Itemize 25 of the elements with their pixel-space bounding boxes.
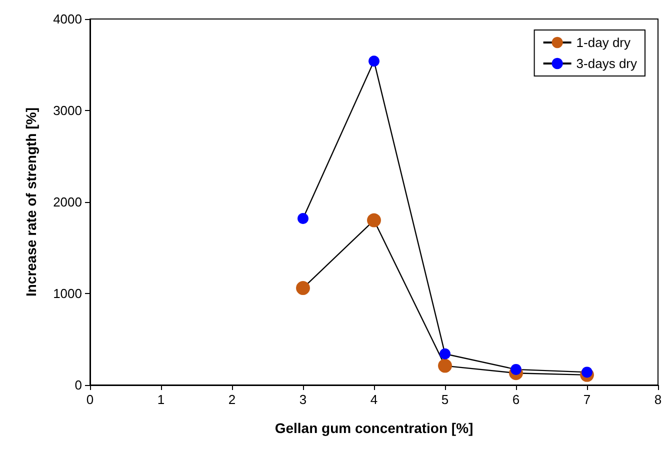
point: [440, 348, 450, 360]
y-tick-label: 4000: [53, 12, 82, 26]
point: [367, 213, 381, 228]
x-tick-label: 7: [583, 392, 591, 407]
y-tick-label: 0: [74, 378, 82, 392]
point: [298, 212, 308, 224]
legend-label: 1-day dry: [576, 35, 631, 50]
point: [368, 56, 380, 67]
y-tick-label: 3000: [53, 103, 82, 118]
legend-label: 3-days dry: [576, 56, 638, 71]
point: [296, 281, 310, 296]
x-tick-label: 3: [299, 392, 307, 407]
x-tick-label: 8: [654, 392, 662, 407]
x-tick-label: 5: [441, 392, 449, 407]
y-tick-label: 1000: [53, 286, 82, 301]
point: [582, 366, 592, 378]
x-axis-title: Gellan gum concentration [%]: [274, 420, 474, 436]
y-axis-title: Increase rate of strength [%]: [23, 107, 39, 297]
point: [438, 358, 452, 373]
x-tick-label: 1: [157, 392, 165, 407]
y-tick-label: 2000: [53, 194, 82, 210]
x-tick-label: 0: [86, 392, 94, 407]
x-tick-label: 6: [512, 392, 520, 407]
x-tick-label: 4: [370, 392, 378, 407]
x-tick-label: 2: [228, 392, 236, 407]
